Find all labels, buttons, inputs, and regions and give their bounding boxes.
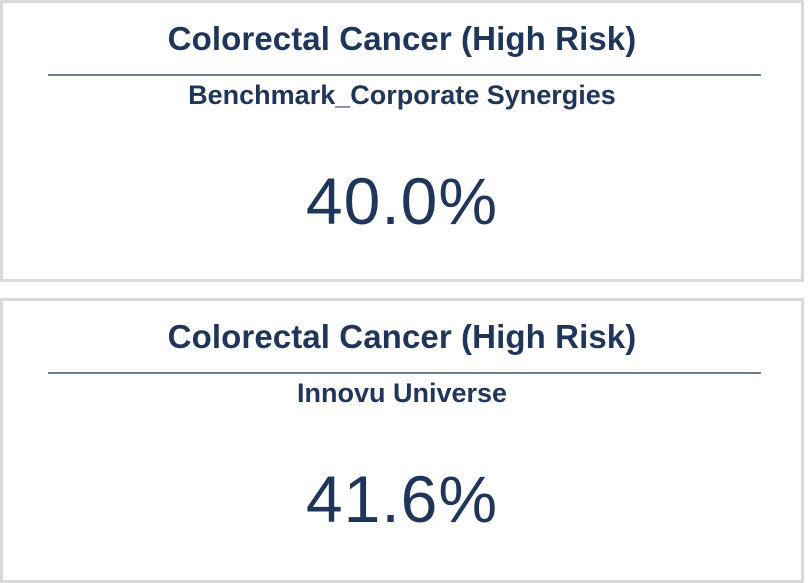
card-title: Colorectal Cancer (High Risk) (167, 20, 637, 57)
kpi-value: 40.0% (305, 164, 499, 238)
kpi-value: 41.6% (305, 462, 499, 536)
title-divider (48, 372, 761, 374)
title-divider (48, 74, 761, 76)
card-title: Colorectal Cancer (High Risk) (167, 318, 637, 355)
card-subtitle: Innovu Universe (296, 378, 508, 408)
kpi-card-universe: Colorectal Cancer (High Risk) Innovu Uni… (0, 298, 804, 583)
kpi-card-benchmark: Colorectal Cancer (High Risk) Benchmark_… (0, 0, 804, 282)
card-subtitle: Benchmark_Corporate Synergies (188, 80, 616, 110)
